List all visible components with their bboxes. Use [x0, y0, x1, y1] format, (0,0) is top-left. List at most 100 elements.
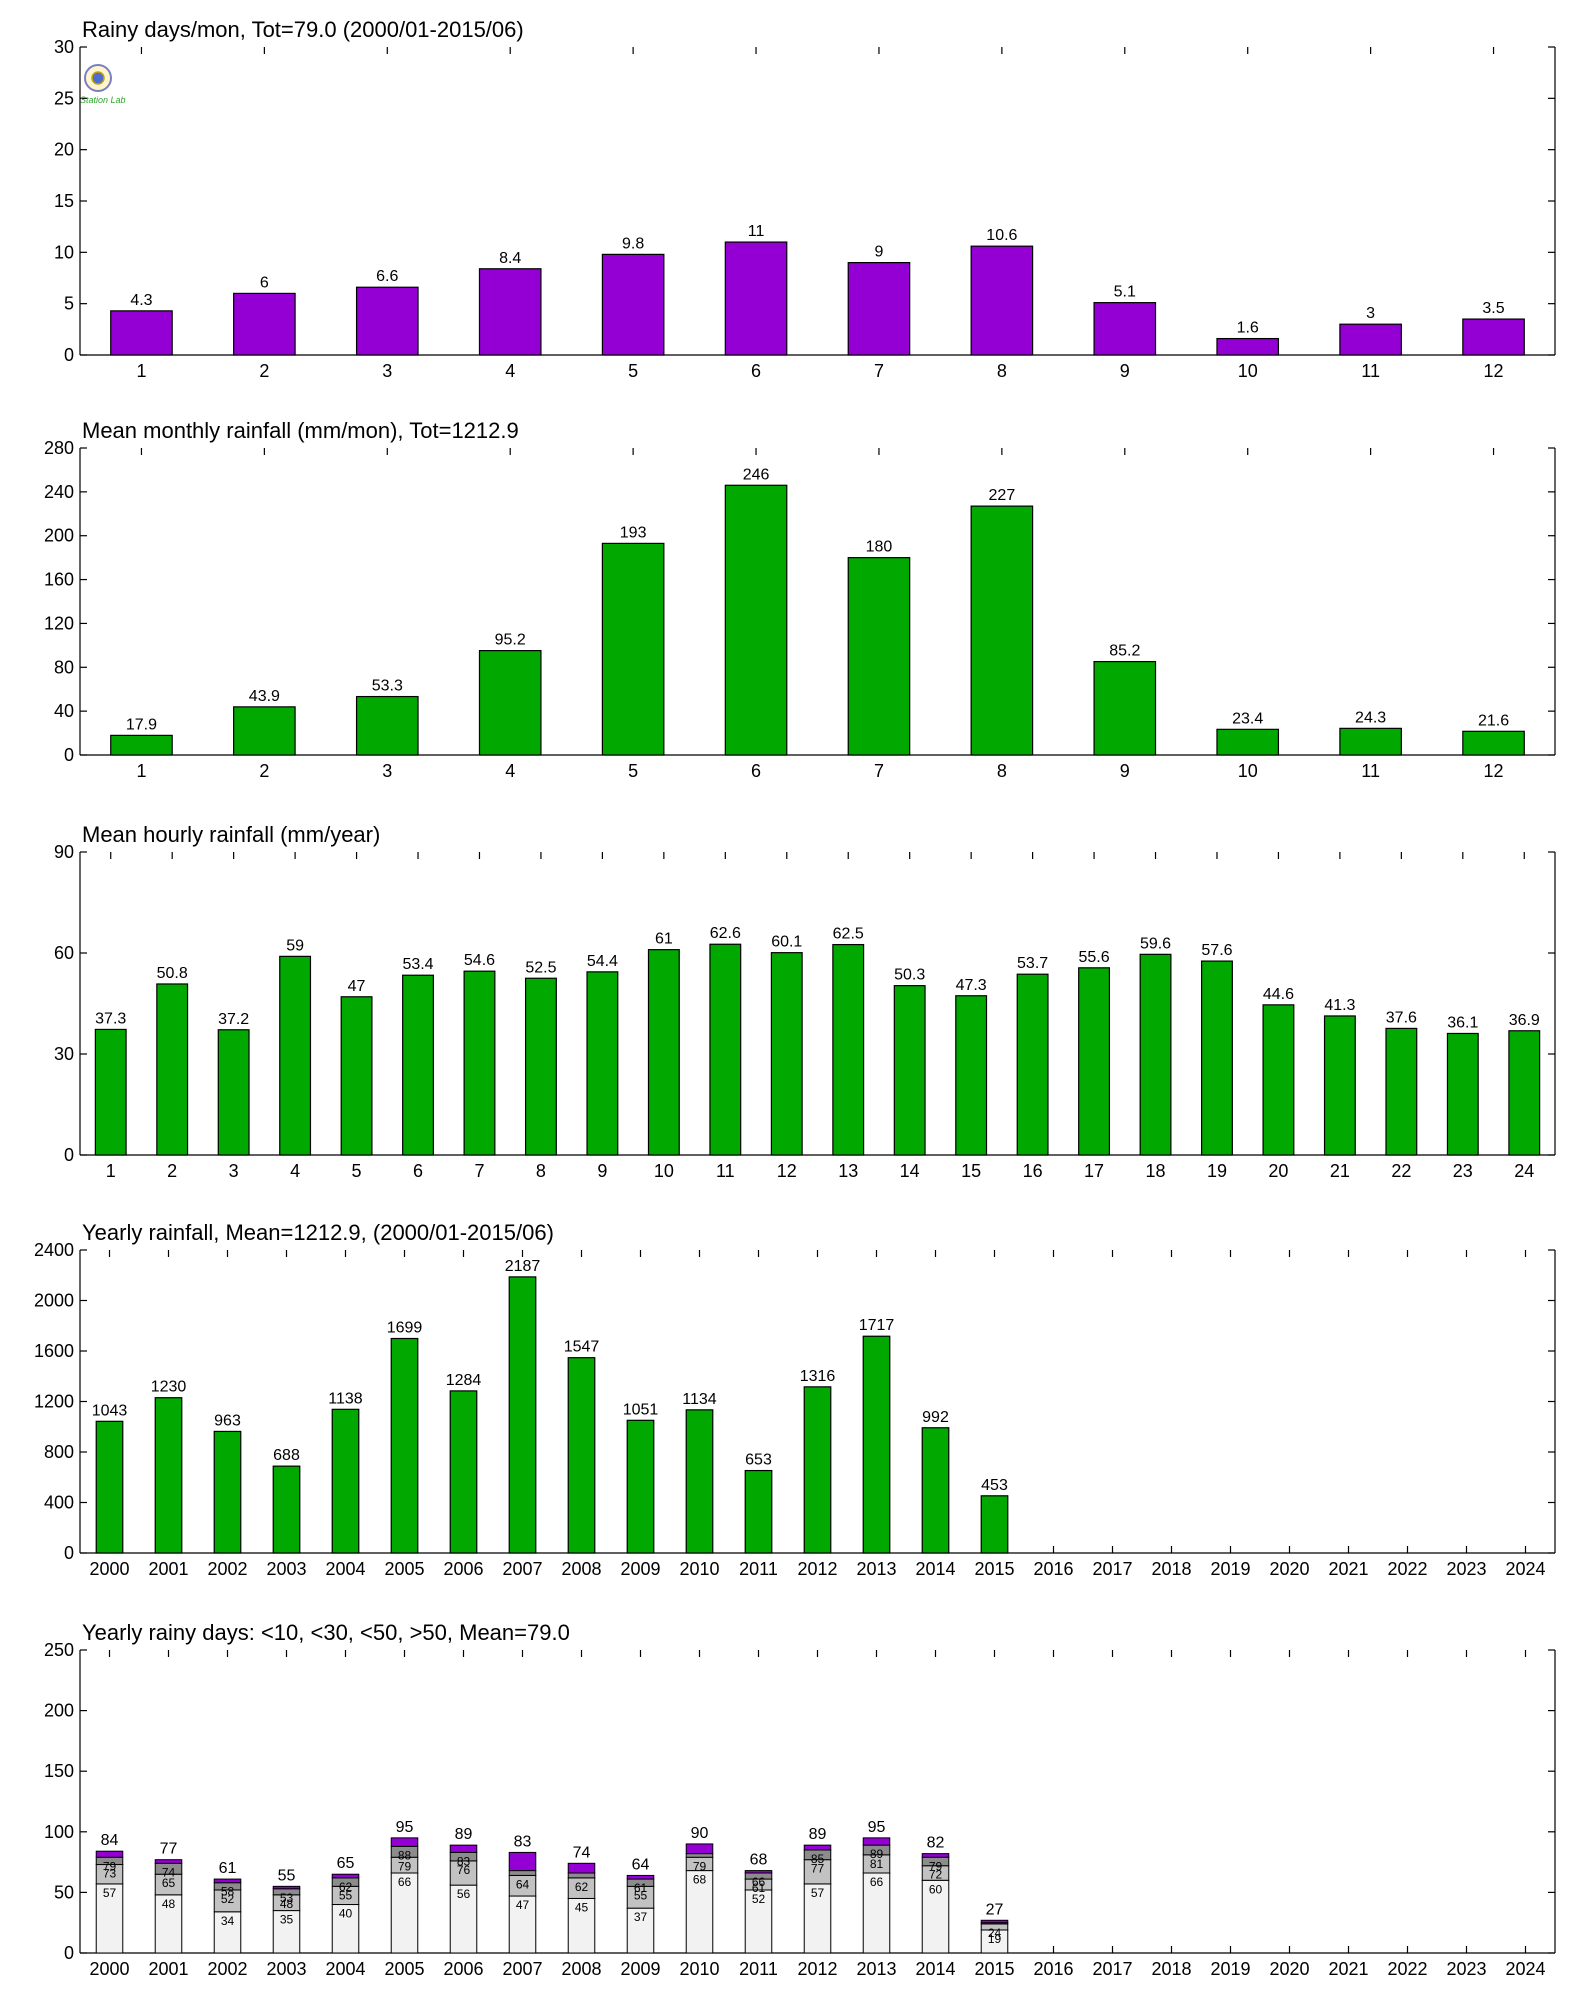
y-tick-label: 40 [54, 701, 74, 721]
bar-value-label: 50.8 [157, 965, 188, 982]
stack-total-label: 61 [219, 1860, 237, 1877]
x-tick-label: 2006 [443, 1959, 483, 1979]
stack-total-label: 55 [278, 1867, 296, 1884]
x-tick-label: 11 [1361, 761, 1380, 781]
x-tick-label: 2000 [89, 1959, 129, 1979]
stack-segment [449, 1844, 478, 1853]
x-tick-label: 12 [777, 1161, 797, 1181]
bar-value-label: 1699 [387, 1320, 423, 1337]
x-tick-label: 4 [505, 761, 515, 781]
stack-total-label: 90 [691, 1825, 709, 1842]
segment-value-label: 79 [398, 1859, 412, 1873]
y-tick-label: 400 [44, 1493, 74, 1513]
x-tick-label: 2024 [1505, 1959, 1545, 1979]
bar [980, 1495, 1009, 1554]
segment-value-label: 62 [339, 1880, 353, 1894]
segment-value-label: 65 [162, 1876, 176, 1890]
y-tick-label: 100 [44, 1822, 74, 1842]
bar-value-label: 1547 [564, 1339, 600, 1356]
stack-total-label: 27 [986, 1901, 1004, 1918]
bar [847, 557, 911, 756]
bar-value-label: 36.9 [1509, 1012, 1540, 1029]
x-tick-label: 12 [1484, 761, 1504, 781]
stack-segment [213, 1878, 242, 1884]
x-tick-label: 2011 [739, 1959, 778, 1979]
segment-value-label: 34 [221, 1914, 235, 1928]
x-tick-label: 2015 [974, 1559, 1014, 1579]
stack-total-label: 84 [101, 1832, 119, 1849]
bar [478, 268, 542, 356]
x-tick-label: 22 [1391, 1161, 1411, 1181]
stack-segment [567, 1872, 596, 1879]
bar [1216, 728, 1280, 756]
bar [1462, 730, 1525, 756]
segment-value-label: 79 [693, 1859, 707, 1873]
x-tick-label: 2004 [325, 1559, 365, 1579]
bar-value-label: 1043 [92, 1402, 128, 1419]
segment-value-label: 73 [103, 1867, 117, 1881]
bar [803, 1386, 832, 1554]
bar-value-label: 8.4 [499, 250, 521, 267]
stack-segment [272, 1885, 301, 1890]
y-tick-label: 150 [44, 1761, 74, 1781]
bar-value-label: 4.3 [130, 292, 152, 309]
chart-title: Yearly rainfall, Mean=1212.9, (2000/01-2… [82, 1220, 554, 1245]
segment-value-label: 52 [221, 1892, 235, 1906]
bar-value-label: 1284 [446, 1372, 482, 1389]
bar-value-label: 62.5 [833, 926, 864, 943]
x-tick-label: 2014 [915, 1959, 955, 1979]
bar [832, 943, 865, 1156]
x-tick-label: 8 [536, 1161, 546, 1181]
x-tick-label: 1 [136, 761, 146, 781]
bar [508, 1276, 537, 1554]
bar [724, 484, 788, 756]
bar-value-label: 85.2 [1109, 643, 1140, 660]
stack-segment [921, 1879, 950, 1954]
x-tick-label: 2004 [325, 1959, 365, 1979]
segment-value-label: 89 [870, 1847, 884, 1861]
x-tick-label: 2010 [679, 1559, 719, 1579]
segment-value-label: 24 [988, 1926, 1002, 1940]
bar [586, 971, 619, 1156]
stack-total-label: 77 [160, 1841, 178, 1858]
bar-value-label: 1.6 [1237, 320, 1259, 337]
x-tick-label: 7 [874, 761, 884, 781]
y-tick-label: 0 [64, 745, 74, 765]
bar [709, 943, 742, 1156]
y-tick-label: 240 [44, 482, 74, 502]
segment-value-label: 76 [457, 1863, 471, 1877]
y-tick-label: 20 [54, 140, 74, 160]
bar [478, 650, 542, 756]
segment-value-label: 52 [752, 1892, 766, 1906]
bar-value-label: 193 [620, 524, 647, 541]
bar [685, 1409, 714, 1554]
segment-value-label: 77 [811, 1862, 825, 1876]
bar [1385, 1027, 1418, 1156]
chart-panel-2: Mean monthly rainfall (mm/mon), Tot=1212… [44, 418, 1556, 781]
x-tick-label: 2021 [1328, 1959, 1368, 1979]
x-tick-label: 1 [136, 361, 146, 381]
bar-value-label: 963 [214, 1412, 241, 1429]
bar-value-label: 52.5 [525, 959, 556, 976]
stack-total-label: 74 [573, 1844, 591, 1861]
bar-value-label: 36.1 [1447, 1014, 1478, 1031]
segment-value-label: 35 [280, 1913, 294, 1927]
x-tick-label: 3 [382, 361, 392, 381]
y-tick-label: 15 [54, 191, 74, 211]
chart-title: Mean monthly rainfall (mm/mon), Tot=1212… [82, 418, 519, 443]
x-tick-label: 7 [874, 361, 884, 381]
bar [233, 292, 296, 356]
stack-total-label: 82 [927, 1835, 945, 1852]
bar-value-label: 5.1 [1114, 284, 1136, 301]
x-tick-label: 8 [997, 361, 1007, 381]
x-tick-label: 2020 [1269, 1959, 1309, 1979]
x-tick-label: 4 [290, 1161, 300, 1181]
bar [463, 970, 496, 1156]
bar-value-label: 53.3 [372, 678, 403, 695]
stack-segment [508, 1851, 537, 1872]
x-tick-label: 2017 [1092, 1559, 1132, 1579]
x-tick-label: 2016 [1033, 1959, 1073, 1979]
x-tick-label: 2024 [1505, 1559, 1545, 1579]
y-tick-label: 10 [54, 242, 74, 262]
bar-value-label: 9.8 [622, 235, 644, 252]
